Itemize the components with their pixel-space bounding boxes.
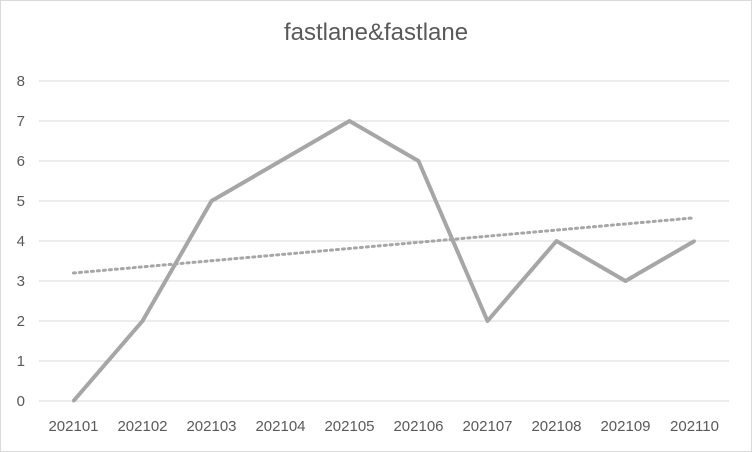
y-tick-label-4: 4 — [17, 233, 25, 250]
trendline-layer — [72, 216, 696, 275]
y-tick-label-8: 8 — [17, 73, 25, 90]
data-point-0-0 — [72, 399, 75, 403]
y-axis-tick-labels: 0 1 2 3 4 5 6 7 8 — [17, 73, 25, 410]
chart-title: fastlane&fastlane — [283, 19, 469, 46]
y-tick-label-0: 0 — [17, 393, 25, 410]
data-point-0-1 — [141, 319, 144, 323]
series-layer — [71, 119, 696, 403]
y-tick-label-6: 6 — [17, 153, 25, 170]
series-line-0 — [71, 119, 696, 403]
y-tick-label-3: 3 — [17, 273, 25, 290]
y-tick-label-1: 1 — [17, 353, 25, 370]
data-point-0-7 — [555, 239, 558, 243]
x-tick-label-3: 202104 — [255, 418, 305, 435]
x-tick-label-0: 202101 — [48, 418, 98, 435]
gridlines — [39, 80, 729, 402]
data-point-0-4 — [348, 119, 351, 123]
data-point-0-6 — [486, 319, 489, 323]
x-tick-label-4: 202105 — [324, 418, 374, 435]
y-tick-label-5: 5 — [17, 193, 25, 210]
data-point-0-5 — [417, 159, 420, 163]
data-point-0-8 — [624, 279, 627, 283]
x-tick-label-5: 202106 — [393, 418, 443, 435]
x-tick-label-1: 202102 — [117, 418, 167, 435]
x-tick-label-7: 202108 — [531, 418, 581, 435]
x-tick-label-6: 202107 — [462, 418, 512, 435]
data-point-0-9 — [693, 239, 696, 243]
y-tick-label-2: 2 — [17, 313, 25, 330]
x-axis-tick-labels: 202101 202102 202103 202104 202105 202106 2021… — [48, 418, 719, 435]
y-tick-label-7: 7 — [17, 113, 25, 130]
data-point-0-3 — [279, 159, 282, 163]
x-tick-label-2: 202103 — [186, 418, 236, 435]
data-point-0-2 — [210, 199, 213, 203]
x-tick-label-8: 202109 — [600, 418, 650, 435]
trendline — [72, 216, 696, 275]
x-tick-label-9: 202110 — [670, 418, 719, 435]
